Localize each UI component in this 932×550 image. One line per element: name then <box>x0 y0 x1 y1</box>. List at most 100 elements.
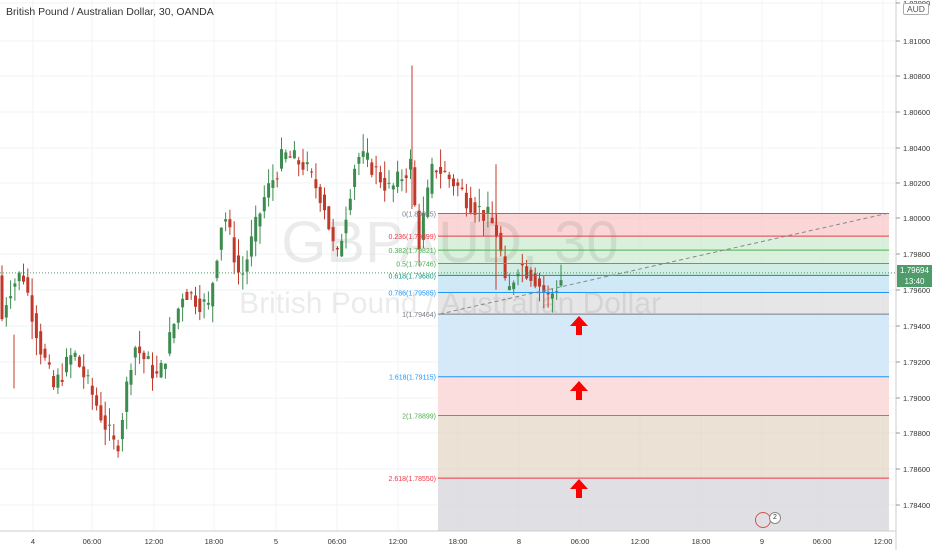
candle-body <box>26 277 30 293</box>
candle-body <box>421 213 425 241</box>
fib-level-label: 0(1.80025) <box>402 212 436 219</box>
events-count: 2 <box>769 512 781 524</box>
candle-body <box>116 445 120 452</box>
candle-body <box>47 362 51 365</box>
candle-body <box>125 381 129 412</box>
fib-level-label: 0.786(1.79585) <box>389 290 436 297</box>
price-tick-label: 1.80400 <box>903 144 930 153</box>
candle-body <box>159 362 163 378</box>
candle-body <box>353 168 357 187</box>
price-tick-label: 1.80000 <box>903 214 930 223</box>
candle-body <box>275 178 279 180</box>
candle-body <box>331 227 335 242</box>
candle-body <box>288 156 292 158</box>
time-tick-label: 12:00 <box>631 537 650 546</box>
candle-body <box>142 352 146 360</box>
candle-body <box>464 192 468 209</box>
candle-body <box>13 283 17 287</box>
candle-body <box>99 405 103 421</box>
time-tick-label: 06:00 <box>571 537 590 546</box>
candle-body <box>400 179 404 182</box>
candle-body <box>172 323 176 339</box>
candle-body <box>310 171 314 173</box>
candle-body <box>533 273 537 287</box>
candle-body <box>211 283 215 307</box>
candle-body <box>348 198 352 211</box>
fib-level-label: 0.382(1.79821) <box>389 248 436 255</box>
chart-title: British Pound / Australian Dollar, 30, O… <box>6 6 214 18</box>
candle-body <box>69 355 73 365</box>
candle-body <box>297 160 301 165</box>
time-tick-label: 18:00 <box>449 537 468 546</box>
candle-body <box>155 371 159 374</box>
price-tick-label: 1.80200 <box>903 179 930 188</box>
time-tick-label: 06:00 <box>83 537 102 546</box>
candle-body <box>9 296 13 299</box>
fib-level-label: 1.618(1.79115) <box>389 375 436 382</box>
candle-body <box>56 374 60 388</box>
price-tick-label: 1.79400 <box>903 322 930 331</box>
candle-body <box>469 197 473 213</box>
time-tick-label: 06:00 <box>328 537 347 546</box>
candle-body <box>426 187 430 217</box>
candle-body <box>555 291 559 293</box>
candle-body <box>507 286 511 291</box>
candle-body <box>452 178 455 187</box>
time-tick-label: 8 <box>517 537 521 546</box>
candle-body <box>473 202 477 215</box>
fib-zone <box>438 250 889 264</box>
candle-body <box>503 256 507 279</box>
candle-body <box>374 166 378 168</box>
candle-body <box>292 150 296 159</box>
candle-body <box>146 356 150 359</box>
candle-body <box>108 424 111 426</box>
candle-body <box>520 263 524 266</box>
candle-body <box>151 365 154 379</box>
candle-body <box>370 162 374 175</box>
candle-body <box>215 260 219 279</box>
candle-body <box>327 206 331 230</box>
fib-level-label: 2(1.78899) <box>402 413 436 420</box>
candle-body <box>163 363 167 370</box>
fib-zone <box>438 478 889 531</box>
candle-body <box>232 237 236 263</box>
candle-body <box>391 185 395 190</box>
candle-body <box>482 210 486 221</box>
candle-body <box>301 162 305 170</box>
candle-body <box>344 219 348 234</box>
fib-level-label: 1(1.79464) <box>402 312 436 319</box>
annotation-arrows <box>570 316 588 498</box>
price-tick-label: 1.79600 <box>903 286 930 295</box>
candle-body <box>546 291 550 295</box>
candle-body <box>39 331 43 355</box>
candle-body <box>280 149 283 169</box>
time-axis[interactable]: 4 06:00 12:00 18:00 5 06:00 12:00 18:00 8 06:00 12… <box>0 530 896 546</box>
candle-body <box>95 395 99 406</box>
candle-body <box>0 275 4 320</box>
fib-level-label: 0.236(1.79899) <box>389 234 436 241</box>
fib-zone <box>438 314 889 377</box>
candle-body <box>378 172 382 183</box>
candle-body <box>267 183 271 198</box>
candle-body <box>542 285 546 293</box>
candle-body <box>189 292 193 294</box>
candle-body <box>340 240 344 257</box>
current-price-value: 1.79694 <box>900 266 929 275</box>
candle-body <box>486 206 490 214</box>
candle-body <box>168 332 172 354</box>
candle-body <box>90 385 94 395</box>
candle-body <box>245 259 249 272</box>
candle-body <box>434 170 438 173</box>
candle-body <box>73 352 77 357</box>
fib-level-label: 0.618(1.79680) <box>389 273 436 280</box>
candle-body <box>65 356 68 373</box>
currency-badge[interactable]: AUD <box>903 3 929 15</box>
time-tick-label: 5 <box>274 537 278 546</box>
up-arrow-icon <box>570 381 588 400</box>
candle-body <box>361 151 365 157</box>
time-tick-label: 06:00 <box>813 537 832 546</box>
time-tick-label: 18:00 <box>692 537 711 546</box>
price-axis[interactable]: 1.820001.810001.808001.806001.804001.802… <box>896 0 930 510</box>
fib-level-label: 2.618(1.78550) <box>389 476 436 483</box>
